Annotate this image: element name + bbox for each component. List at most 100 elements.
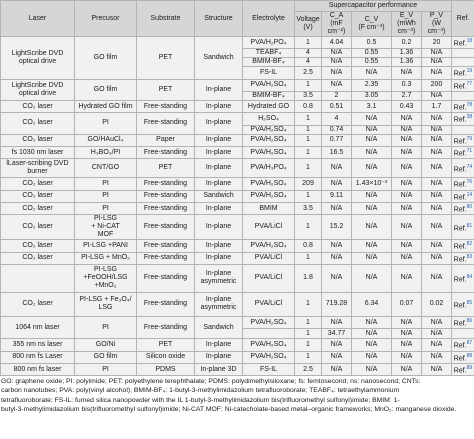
cell-electrolyte: FS-IL	[242, 66, 295, 80]
cell-substrate: Free-standing	[136, 145, 195, 160]
cell-electrolyte: PVA/H₃PO₄	[242, 158, 295, 179]
table-row: fs 1030 nm laser H₃BO₃/PI Free-standing In-…	[0, 145, 474, 160]
cell-cv: 0.5	[351, 35, 392, 50]
cell-ev: N/A	[391, 177, 422, 191]
cell-electrolyte	[242, 328, 295, 340]
ref-label: Ref.	[453, 150, 467, 158]
ref-number-link[interactable]: 89	[466, 364, 473, 371]
cell-structure: In-plane	[194, 158, 243, 179]
cell-electrolyte: FS-IL	[242, 362, 295, 377]
cell-precursor: GO/HAuCl₄	[74, 133, 137, 147]
cell-ref	[451, 90, 474, 101]
cell-cv: N/A	[351, 124, 392, 135]
cell-ref: Ref.38	[451, 112, 474, 126]
cell-ev: N/A	[391, 145, 422, 160]
cell-cv: 0.55	[351, 57, 392, 68]
cell-precursor: PI-LSG + MnO₂	[74, 251, 137, 265]
cell-precursor: CNT/GO	[74, 158, 137, 179]
ref-number-link[interactable]: 84	[466, 273, 473, 280]
cell-ca: 0.74	[321, 124, 352, 135]
ref-number-link[interactable]: 86	[466, 317, 473, 324]
ref-number-link[interactable]: 76	[466, 179, 473, 186]
ref-number-link[interactable]: 14	[466, 191, 473, 198]
cell-laser: 355 nm ns laser	[0, 338, 75, 352]
cell-ca: 4.04	[321, 35, 352, 50]
table-row: TEABF₄ 4 N/A 0.55 1.36 N/A	[1, 48, 474, 59]
table-row: 800 nm fs laser PI PDMS In-plane 3D FS-IL 2.5…	[0, 362, 474, 377]
cell-ca: 0.77	[321, 133, 352, 147]
cell-voltage: 0.8	[294, 99, 322, 114]
cell-substrate: Silicon oxide	[136, 350, 195, 364]
cell-electrolyte: BMIM-BF₄	[242, 57, 295, 68]
ref-number-link[interactable]: 87	[466, 340, 473, 347]
ref-number-link[interactable]: 77	[466, 80, 473, 87]
ref-number-link[interactable]: 82	[466, 241, 473, 248]
cell-voltage: 0.8	[294, 239, 322, 253]
cell-voltage: 1	[294, 78, 322, 92]
ref-label: Ref.	[453, 206, 467, 214]
ref-number-link[interactable]: 78	[466, 101, 473, 108]
cell-ev: 0.2	[391, 35, 422, 50]
table-row: 1064 nm laser PI Free-standing Sandwich PVA/…	[0, 315, 474, 340]
cell-precursor: GO film	[74, 78, 137, 101]
cell-pv: N/A	[421, 145, 452, 160]
ref-number-link[interactable]: 80	[466, 203, 473, 210]
header-voltage-text: Voltage (V)	[296, 16, 320, 31]
cell-substrate: PET	[136, 36, 195, 80]
ref-number-link[interactable]: 85	[466, 299, 473, 306]
cell-structure: In-plane	[194, 145, 243, 160]
ref-number-link[interactable]: 38	[466, 114, 473, 121]
cell-ref: Ref.14	[451, 189, 474, 203]
cell-ref: Ref.74	[451, 158, 474, 179]
cell-ca: N/A	[321, 263, 352, 293]
cell-laser: 800 nm fs laser	[0, 362, 75, 377]
cell-substrate: PET	[136, 158, 195, 179]
cell-electrolyte: PVA/H₂SO₄	[242, 145, 295, 160]
cell-ca: 4	[321, 112, 352, 126]
cell-pv: N/A	[421, 214, 452, 241]
header-ca: C_A (mF cm⁻²)	[321, 11, 352, 37]
cell-voltage: 1	[294, 124, 322, 135]
cell-ca: 2	[321, 90, 352, 101]
ref-number-link[interactable]: 18	[466, 38, 473, 44]
cell-pv: N/A	[421, 90, 452, 101]
cell-precursor: PI-LSG +PANI	[74, 239, 137, 253]
ref-number-link[interactable]: 83	[466, 253, 473, 260]
ref-label: Ref.	[453, 354, 467, 362]
ref-number-link[interactable]: 88	[466, 352, 473, 359]
cell-ca: N/A	[321, 251, 352, 265]
cell-pv: N/A	[421, 124, 452, 135]
table-row: LightScribe DVD optical drive GO film PET I…	[0, 78, 474, 101]
ref-number-link[interactable]: 79	[466, 135, 473, 142]
cell-substrate: Free-standing	[136, 263, 195, 293]
cell-electrolyte: PVA/LiCl	[242, 291, 295, 317]
cell-precursor: PI	[74, 177, 137, 191]
cell-ref: Ref.82	[451, 239, 474, 253]
cell-ev: 2.7	[391, 90, 422, 101]
cell-ref: Ref.19	[451, 66, 474, 80]
cell-ev: N/A	[391, 362, 422, 377]
cell-cv: N/A	[351, 239, 392, 253]
cell-substrate: Free-standing	[136, 189, 195, 203]
cell-structure: In-plane	[194, 201, 243, 216]
cell-ca: 34.77	[321, 328, 352, 340]
table-container: Laser Precusor Substrate Structure Elect…	[0, 0, 474, 413]
ref-number-link[interactable]: 74	[466, 163, 473, 170]
cell-laser: CO₂ laser	[0, 214, 75, 241]
cell-substrate: Free-standing	[136, 291, 195, 317]
ref-number-link[interactable]: 71	[466, 147, 473, 154]
cell-ev: N/A	[391, 338, 422, 352]
cell-pv: N/A	[421, 201, 452, 216]
cell-voltage: 1	[294, 251, 322, 265]
ref-number-link[interactable]: 19	[466, 68, 473, 75]
cell-ca: N/A	[321, 362, 352, 377]
cell-ref: Ref.77	[451, 78, 474, 92]
ref-number-link[interactable]: 81	[466, 222, 473, 229]
cell-structure: In-plane	[194, 239, 243, 253]
cell-precursor: PI	[74, 362, 137, 377]
cell-cv: N/A	[351, 338, 392, 352]
cell-ca: N/A	[321, 201, 352, 216]
table-row: CO₂ laser PI Free-standing In-plane H₂SO₄ 1 4 N…	[0, 112, 474, 135]
header-voltage: Voltage (V)	[294, 11, 322, 37]
cell-structure: In-plane	[194, 99, 243, 114]
